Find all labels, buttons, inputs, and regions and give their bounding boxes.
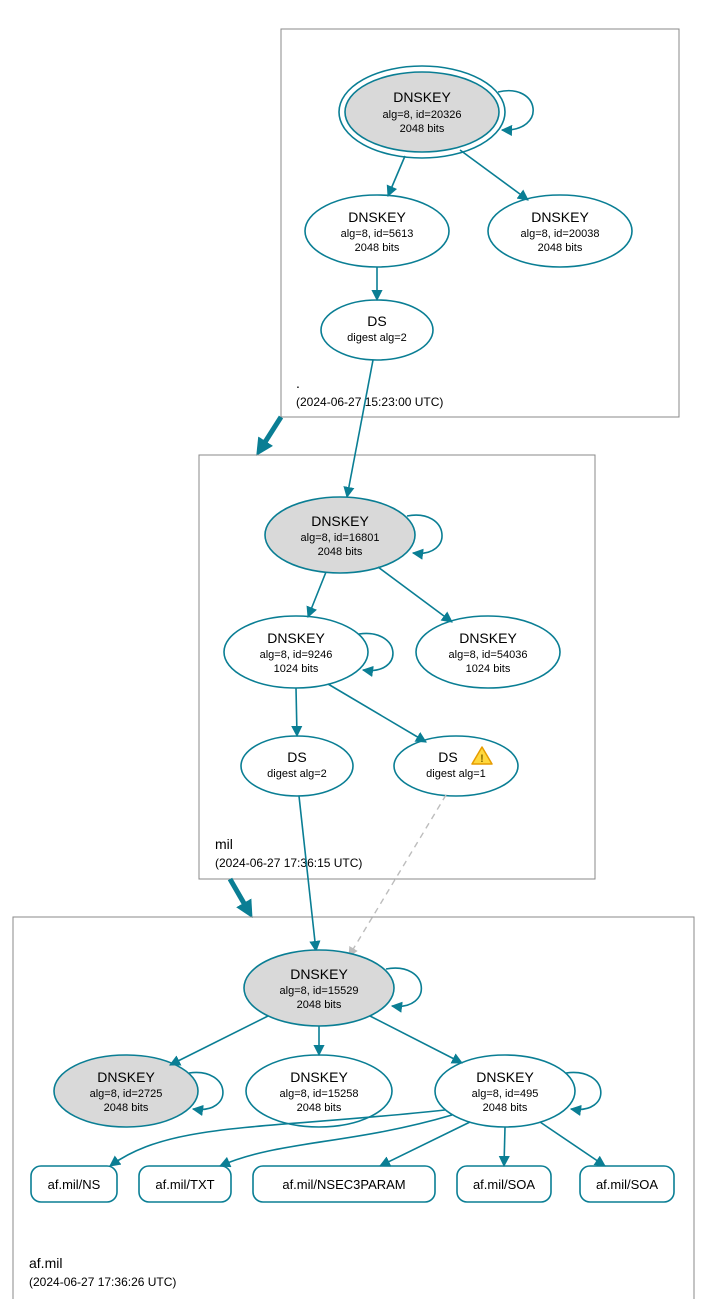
node-root-ds: DS digest alg=2 <box>321 300 433 360</box>
edge-milzsk1-ds2 <box>328 684 426 742</box>
leaf-soa1: af.mil/SOA <box>457 1166 551 1202</box>
node-af-k4: DNSKEY alg=8, id=495 2048 bits <box>435 1055 575 1127</box>
svg-text:2048 bits: 2048 bits <box>318 546 363 558</box>
svg-text:DNSKEY: DNSKEY <box>476 1069 534 1085</box>
node-af-k3: DNSKEY alg=8, id=15258 2048 bits <box>246 1055 392 1127</box>
svg-text:alg=8, id=15529: alg=8, id=15529 <box>280 985 359 997</box>
edge-mil-to-af-thick <box>230 879 249 912</box>
svg-text:af.mil/SOA: af.mil/SOA <box>473 1177 535 1192</box>
svg-text:af.mil/SOA: af.mil/SOA <box>596 1177 658 1192</box>
svg-text:DS: DS <box>438 749 457 765</box>
zone-afmil-ts: (2024-06-27 17:36:26 UTC) <box>29 1275 176 1289</box>
svg-text:digest alg=2: digest alg=2 <box>347 332 407 344</box>
svg-text:alg=8, id=16801: alg=8, id=16801 <box>301 532 380 544</box>
node-root-zsk2: DNSKEY alg=8, id=20038 2048 bits <box>488 195 632 267</box>
edge-afksk-k2 <box>170 1016 268 1065</box>
zone-mil-ts: (2024-06-27 17:36:15 UTC) <box>215 856 362 870</box>
svg-text:digest alg=1: digest alg=1 <box>426 768 486 780</box>
svg-text:2048 bits: 2048 bits <box>297 1102 342 1114</box>
svg-text:2048 bits: 2048 bits <box>400 123 445 135</box>
svg-text:alg=8, id=54036: alg=8, id=54036 <box>449 649 528 661</box>
leaf-txt: af.mil/TXT <box>139 1166 231 1202</box>
svg-text:!: ! <box>480 753 484 765</box>
svg-text:2048 bits: 2048 bits <box>538 242 583 254</box>
edge-root-ksk-self <box>498 91 533 130</box>
svg-text:DNSKEY: DNSKEY <box>348 209 406 225</box>
svg-text:digest alg=2: digest alg=2 <box>267 768 327 780</box>
svg-text:DNSKEY: DNSKEY <box>459 630 517 646</box>
svg-text:af.mil/NS: af.mil/NS <box>48 1177 101 1192</box>
edge-milds2-afksk <box>349 795 446 956</box>
leaf-ns: af.mil/NS <box>31 1166 117 1202</box>
edge-root-to-mil-thick <box>260 417 281 450</box>
svg-text:1024 bits: 1024 bits <box>274 663 319 675</box>
edge-milds1-afksk <box>299 796 316 951</box>
zone-mil-label: mil <box>215 836 233 852</box>
node-af-ksk: DNSKEY alg=8, id=15529 2048 bits <box>244 950 394 1026</box>
edge-k4-soa1 <box>504 1127 505 1166</box>
svg-text:DNSKEY: DNSKEY <box>311 513 369 529</box>
zone-afmil-label: af.mil <box>29 1255 62 1271</box>
svg-text:alg=8, id=15258: alg=8, id=15258 <box>280 1088 359 1100</box>
edge-k4-soa2 <box>540 1122 605 1166</box>
node-mil-ds1: DS digest alg=2 <box>241 736 353 796</box>
svg-text:af.mil/TXT: af.mil/TXT <box>155 1177 214 1192</box>
svg-text:2048 bits: 2048 bits <box>355 242 400 254</box>
svg-text:2048 bits: 2048 bits <box>297 999 342 1011</box>
svg-text:DS: DS <box>367 313 386 329</box>
svg-text:alg=8, id=495: alg=8, id=495 <box>472 1088 539 1100</box>
svg-text:DNSKEY: DNSKEY <box>290 1069 348 1085</box>
node-mil-zsk2: DNSKEY alg=8, id=54036 1024 bits <box>416 616 560 688</box>
svg-text:af.mil/NSEC3PARAM: af.mil/NSEC3PARAM <box>282 1177 405 1192</box>
node-mil-ds2: DS digest alg=1 ! <box>394 736 518 796</box>
svg-text:alg=8, id=20038: alg=8, id=20038 <box>521 228 600 240</box>
node-af-k2: DNSKEY alg=8, id=2725 2048 bits <box>54 1055 198 1127</box>
svg-text:alg=8, id=2725: alg=8, id=2725 <box>90 1088 163 1100</box>
zone-root-label: . <box>296 375 300 391</box>
edge-milksk-zsk1 <box>308 572 326 617</box>
svg-text:DNSKEY: DNSKEY <box>97 1069 155 1085</box>
svg-text:DNSKEY: DNSKEY <box>393 89 451 105</box>
svg-text:2048 bits: 2048 bits <box>483 1102 528 1114</box>
node-root-zsk1: DNSKEY alg=8, id=5613 2048 bits <box>305 195 449 267</box>
node-mil-ksk: DNSKEY alg=8, id=16801 2048 bits <box>265 497 415 573</box>
svg-text:DNSKEY: DNSKEY <box>531 209 589 225</box>
edge-k4-nsec <box>380 1122 470 1166</box>
edge-milzsk1-ds1 <box>296 688 297 736</box>
leaf-soa2: af.mil/SOA <box>580 1166 674 1202</box>
edge-rootds-milksk <box>347 360 373 497</box>
svg-text:alg=8, id=9246: alg=8, id=9246 <box>260 649 333 661</box>
edge-rootksk-zsk1 <box>388 156 405 196</box>
leaf-nsec: af.mil/NSEC3PARAM <box>253 1166 435 1202</box>
node-mil-zsk1: DNSKEY alg=8, id=9246 1024 bits <box>224 616 368 688</box>
zone-root-ts: (2024-06-27 15:23:00 UTC) <box>296 395 443 409</box>
svg-text:2048 bits: 2048 bits <box>104 1102 149 1114</box>
edge-milksk-zsk2 <box>378 567 452 622</box>
svg-text:DS: DS <box>287 749 306 765</box>
svg-text:1024 bits: 1024 bits <box>466 663 511 675</box>
svg-text:alg=8, id=20326: alg=8, id=20326 <box>383 109 462 121</box>
svg-text:alg=8, id=5613: alg=8, id=5613 <box>341 228 414 240</box>
dnssec-diagram: . (2024-06-27 15:23:00 UTC) DNSKEY alg=8… <box>0 0 707 1299</box>
svg-text:DNSKEY: DNSKEY <box>290 966 348 982</box>
node-root-ksk: DNSKEY alg=8, id=20326 2048 bits <box>339 66 505 158</box>
edge-afksk-k4 <box>370 1016 462 1063</box>
edge-rootksk-zsk2 <box>460 150 528 200</box>
svg-text:DNSKEY: DNSKEY <box>267 630 325 646</box>
